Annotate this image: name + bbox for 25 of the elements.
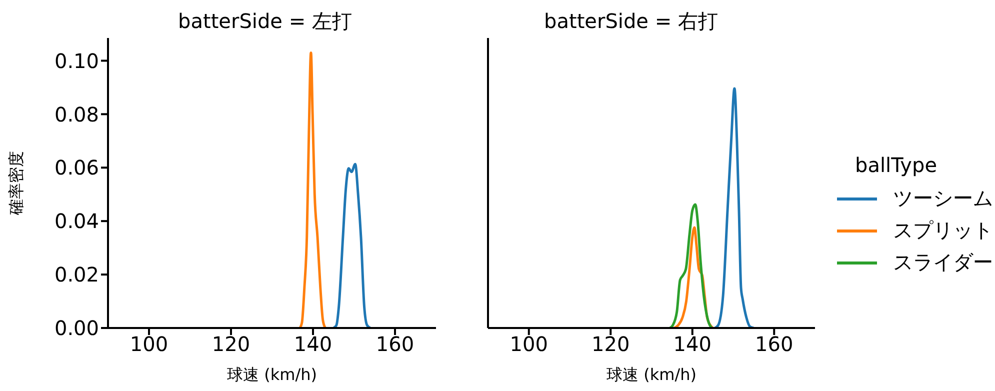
- legend-title: ballType: [854, 152, 938, 176]
- x-tick-label: 140: [294, 332, 332, 356]
- legend-label: スライダー: [893, 249, 993, 276]
- y-tick-label: 0.10: [54, 48, 99, 73]
- x-tick-label: 160: [755, 332, 794, 356]
- legend-label: スプリット: [893, 217, 993, 244]
- x-tick-label: 120: [212, 332, 250, 356]
- chart-title: batterSide = 左打: [177, 8, 353, 35]
- x-tick-label: 160: [376, 332, 414, 356]
- legend-label: ツーシーム: [893, 185, 993, 212]
- line-series: [332, 162, 372, 328]
- y-tick-label: 0.00: [54, 316, 99, 340]
- y-tick-label: 0.08: [54, 102, 99, 126]
- x-tick-label: 140: [673, 332, 712, 356]
- y-tick-label: 0.02: [54, 262, 99, 287]
- x-tick-label: 100: [510, 332, 548, 356]
- x-tick-label: 120: [592, 332, 630, 356]
- y-tick-label: 0.04: [54, 209, 99, 234]
- line-series: [298, 51, 327, 328]
- x-axis-title: 球速 (km/h): [606, 365, 696, 384]
- y-axis-title: 確率密度: [6, 151, 26, 216]
- x-axis-title: 球速 (km/h): [227, 365, 317, 384]
- x-tick-label: 100: [130, 332, 168, 356]
- chart-title: batterSide = 右打: [543, 8, 719, 35]
- y-tick-label: 0.06: [54, 156, 99, 180]
